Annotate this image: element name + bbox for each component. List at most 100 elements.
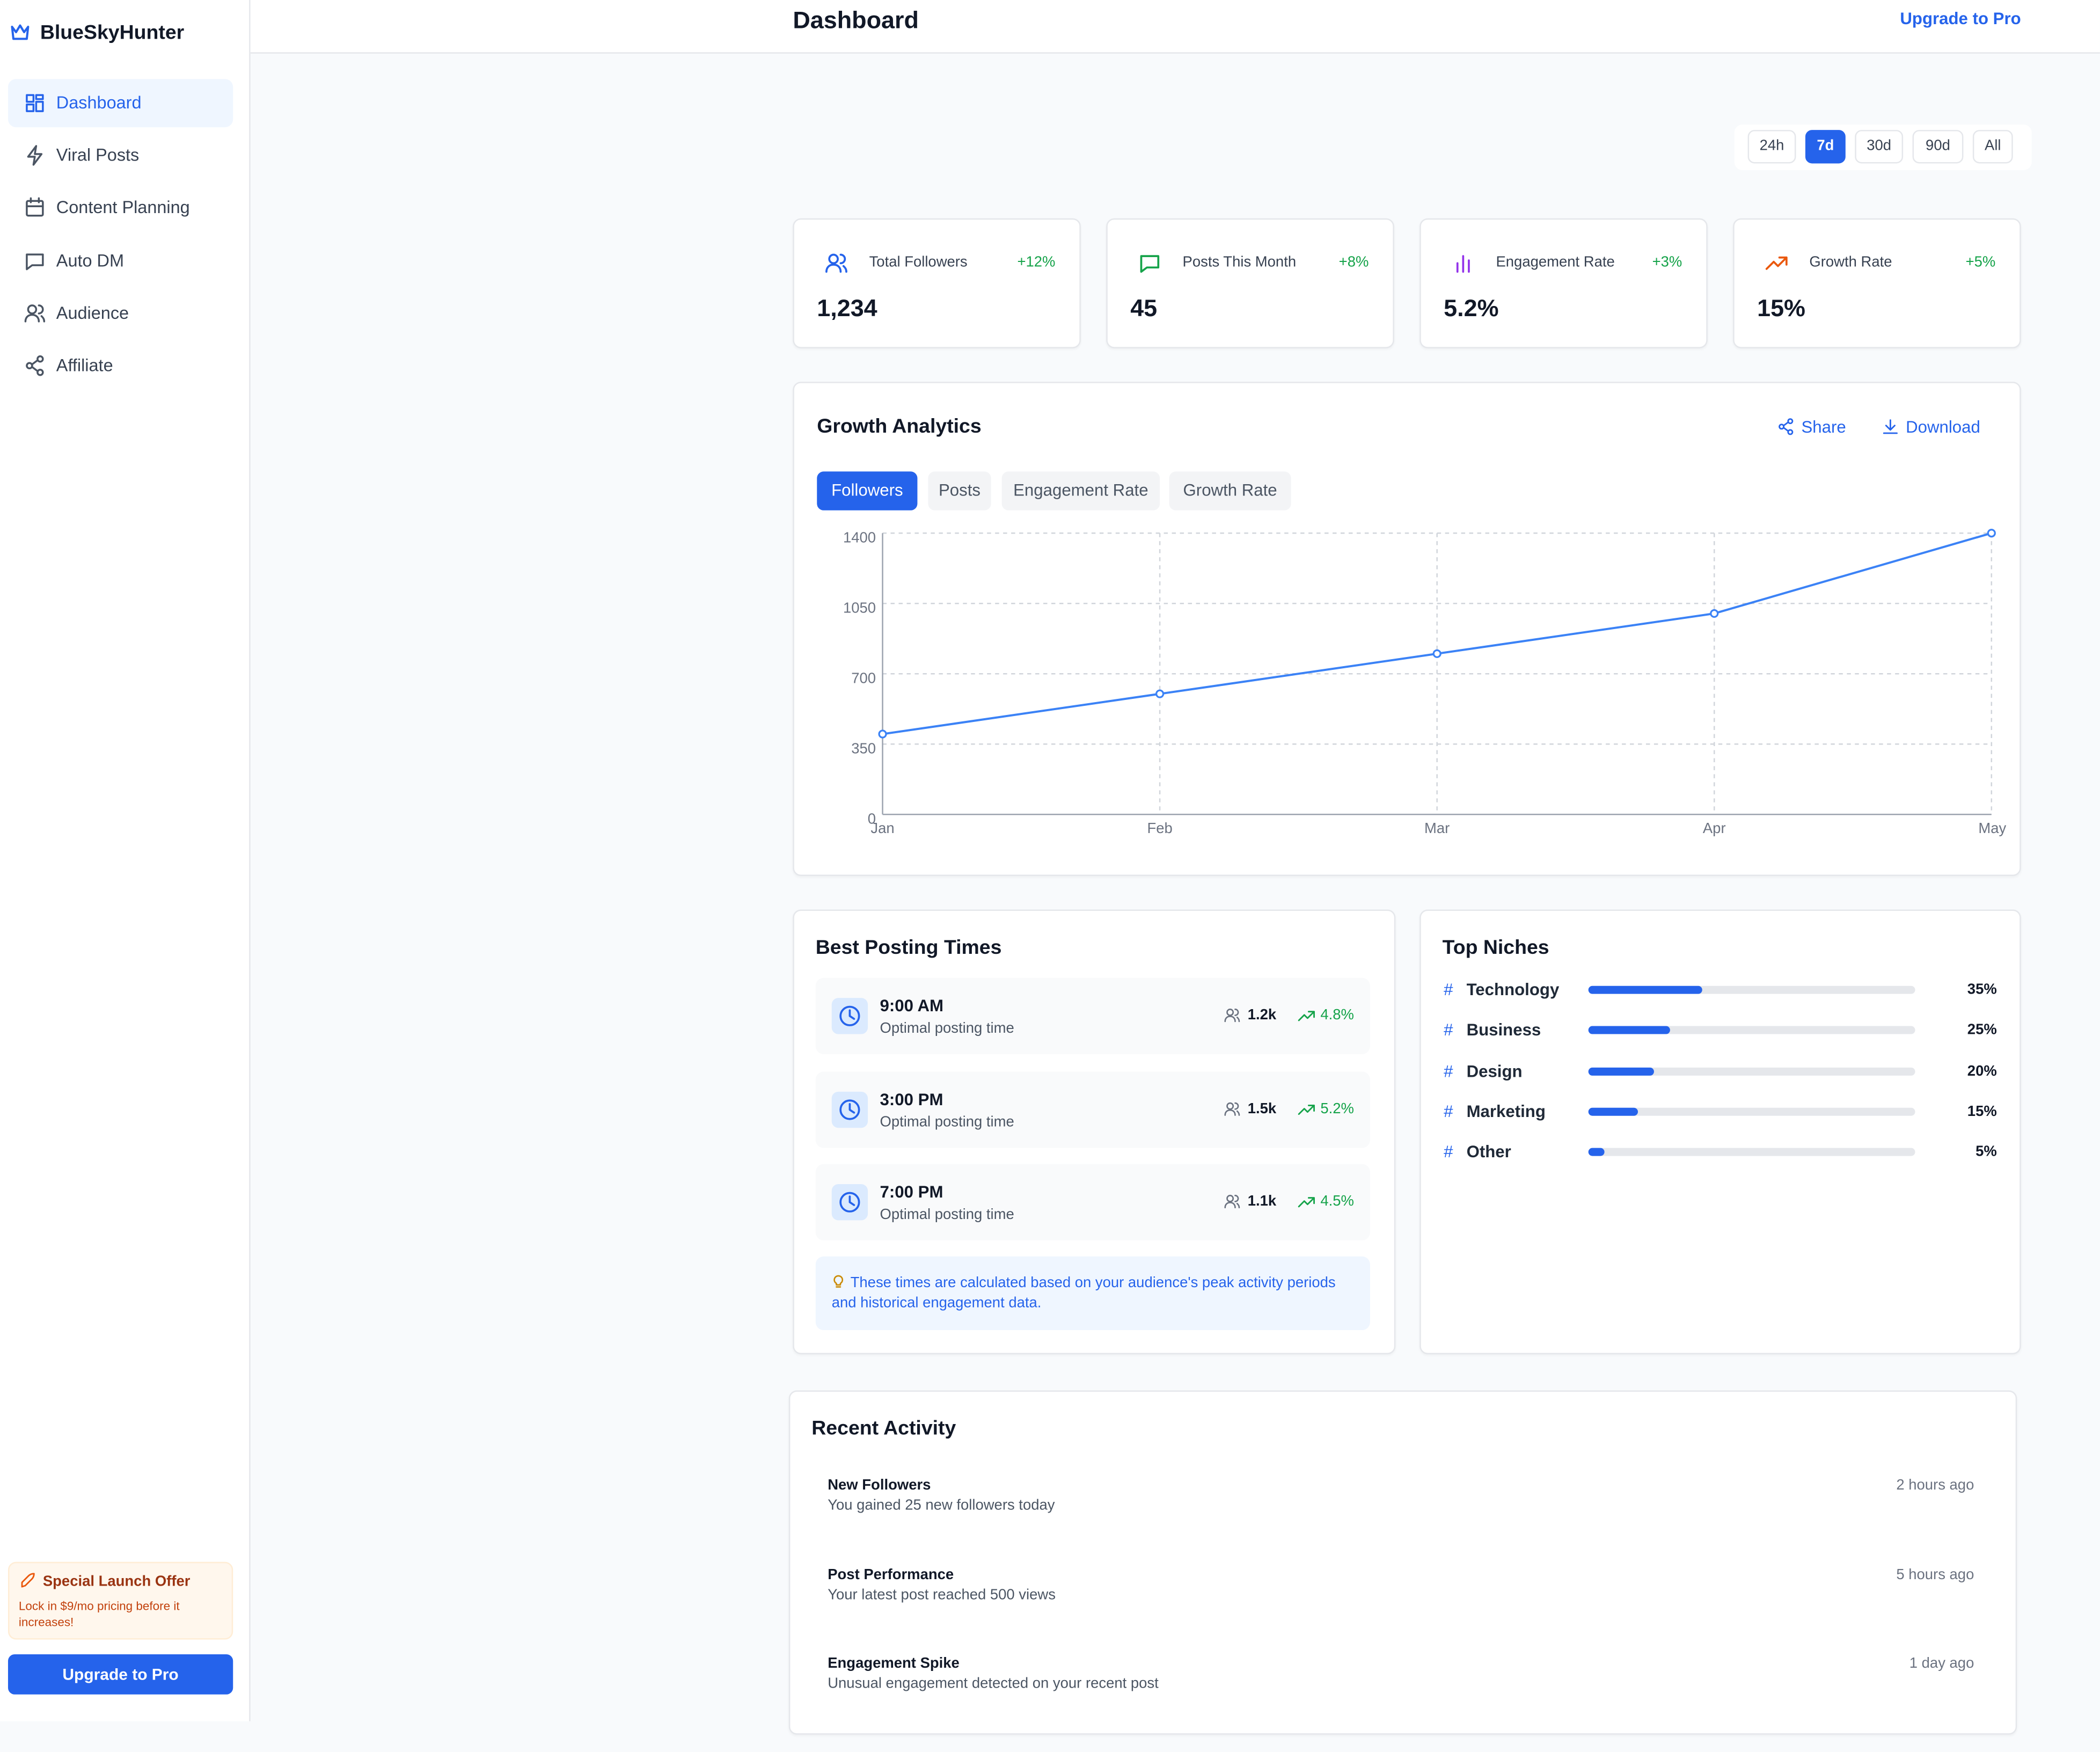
header-upgrade[interactable]: Upgrade to Pro bbox=[1900, 9, 2021, 28]
audience-icon bbox=[1224, 1009, 1240, 1023]
x-tick-label: Mar bbox=[1424, 820, 1450, 836]
niches-title: Top Niches bbox=[1442, 936, 1549, 959]
nav-item[interactable]: Affiliate bbox=[56, 355, 113, 375]
clock-icon bbox=[839, 1099, 860, 1120]
series-point bbox=[878, 729, 887, 739]
nav-item[interactable]: Content Planning bbox=[56, 197, 190, 218]
posting-audience: 1.1k bbox=[1247, 1193, 1277, 1210]
tip-icon bbox=[833, 1275, 844, 1288]
chart-tab[interactable]: Followers bbox=[817, 471, 918, 510]
stat-card bbox=[1419, 218, 1708, 348]
growth-card bbox=[793, 382, 2021, 877]
nav-item[interactable]: Viral Posts bbox=[56, 144, 140, 165]
niche-track bbox=[1588, 1067, 1915, 1075]
activity-item-title: Engagement Spike bbox=[828, 1655, 960, 1672]
promo-icon bbox=[21, 1573, 35, 1588]
niche-track bbox=[1588, 1026, 1915, 1035]
nav-icon bbox=[24, 304, 46, 323]
share-button[interactable]: Share bbox=[1801, 418, 1846, 437]
niche-hash: # bbox=[1444, 1102, 1453, 1121]
activity-item-time: 5 hours ago bbox=[1896, 1566, 1974, 1583]
series-point bbox=[1987, 529, 1996, 538]
x-tick-label: Jan bbox=[870, 820, 894, 836]
y-tick-label: 1400 bbox=[843, 529, 876, 545]
posting-audience: 1.5k bbox=[1247, 1100, 1277, 1116]
chart-tab[interactable]: Engagement Rate bbox=[1001, 471, 1160, 510]
share-icon bbox=[1779, 418, 1794, 435]
audience-icon bbox=[1224, 1101, 1240, 1115]
x-tick-label: Feb bbox=[1147, 820, 1172, 836]
niche-bar bbox=[1588, 1107, 1637, 1116]
trend-icon bbox=[1298, 1104, 1315, 1114]
tip-text: These times are calculated based on your… bbox=[831, 1275, 1336, 1312]
niche-name: Design bbox=[1466, 1061, 1523, 1081]
time-range-button[interactable]: 30d bbox=[1855, 130, 1904, 164]
upgrade-button[interactable]: Upgrade to Pro bbox=[8, 1654, 233, 1695]
posting-time: 3:00 PM bbox=[880, 1090, 943, 1109]
activity-item-text: You gained 25 new followers today bbox=[828, 1497, 1055, 1514]
clock-icon bbox=[839, 1192, 860, 1213]
niche-value: 25% bbox=[1967, 1022, 1997, 1039]
stat-label: Growth Rate bbox=[1809, 254, 1892, 271]
promo-title: Special Launch Offer bbox=[42, 1574, 191, 1590]
niche-value: 35% bbox=[1967, 982, 1997, 998]
download-button[interactable]: Download bbox=[1906, 418, 1980, 437]
niche-track bbox=[1588, 1107, 1915, 1116]
chart-tab[interactable]: Posts bbox=[928, 471, 991, 510]
nav-icon bbox=[26, 355, 44, 376]
posting-title: Best Posting Times bbox=[815, 936, 1002, 959]
nav-item[interactable]: Auto DM bbox=[56, 250, 125, 271]
activity-item-title: New Followers bbox=[828, 1477, 931, 1494]
stat-icon bbox=[1456, 255, 1470, 273]
audience-icon bbox=[1224, 1194, 1240, 1209]
header-bar bbox=[250, 0, 2100, 54]
activity-title: Recent Activity bbox=[811, 1417, 956, 1440]
time-range-button[interactable]: All bbox=[1972, 130, 2013, 164]
activity-item-text: Unusual engagement detected on your rece… bbox=[828, 1675, 1159, 1692]
niche-name: Technology bbox=[1466, 980, 1560, 999]
sidebar bbox=[0, 0, 251, 1721]
posting-item bbox=[815, 1071, 1370, 1148]
niche-hash: # bbox=[1444, 1021, 1453, 1040]
activity-item-text: Your latest post reached 500 views bbox=[828, 1586, 1056, 1603]
activity-item-title: Post Performance bbox=[828, 1566, 954, 1583]
stat-change: +3% bbox=[1652, 254, 1682, 271]
nav-item[interactable]: Audience bbox=[56, 302, 129, 323]
posting-rate: 4.8% bbox=[1320, 1007, 1354, 1024]
stat-icon bbox=[825, 253, 847, 273]
series-point bbox=[1155, 689, 1165, 698]
stat-change: +5% bbox=[1965, 254, 1996, 271]
niche-value: 5% bbox=[1975, 1144, 1997, 1160]
time-range-button[interactable]: 24h bbox=[1747, 130, 1796, 164]
stat-icon bbox=[1140, 255, 1160, 273]
activity-item-time: 2 hours ago bbox=[1896, 1477, 1974, 1494]
time-range-button[interactable]: 7d bbox=[1805, 130, 1846, 164]
series-point bbox=[1710, 609, 1719, 618]
stat-label: Posts This Month bbox=[1182, 254, 1297, 271]
x-tick-label: May bbox=[1978, 820, 2006, 836]
promo-text: Lock in $9/mo pricing before it increase… bbox=[18, 1599, 180, 1629]
nav-icon bbox=[27, 145, 43, 166]
y-tick-label: 0 bbox=[868, 810, 876, 827]
niche-bar bbox=[1588, 986, 1703, 994]
time-range-button[interactable]: 90d bbox=[1912, 130, 1964, 164]
niche-track bbox=[1588, 1148, 1915, 1157]
niche-hash: # bbox=[1444, 1061, 1453, 1081]
niche-hash: # bbox=[1444, 980, 1453, 999]
download-icon bbox=[1883, 419, 1898, 434]
stat-value: 15% bbox=[1757, 295, 1806, 322]
trend-icon bbox=[1298, 1197, 1315, 1208]
stat-change: +8% bbox=[1338, 254, 1369, 271]
stat-change: +12% bbox=[1017, 254, 1056, 271]
stat-card bbox=[1733, 218, 2021, 348]
nav-item[interactable]: Dashboard bbox=[56, 92, 142, 113]
trend-icon bbox=[1298, 1011, 1315, 1021]
nav-icon bbox=[26, 253, 44, 270]
chart-tab[interactable]: Growth Rate bbox=[1169, 471, 1291, 510]
y-tick-label: 700 bbox=[851, 669, 876, 686]
niche-name: Business bbox=[1466, 1021, 1541, 1040]
stat-label: Total Followers bbox=[869, 254, 968, 271]
stat-card bbox=[1106, 218, 1394, 348]
